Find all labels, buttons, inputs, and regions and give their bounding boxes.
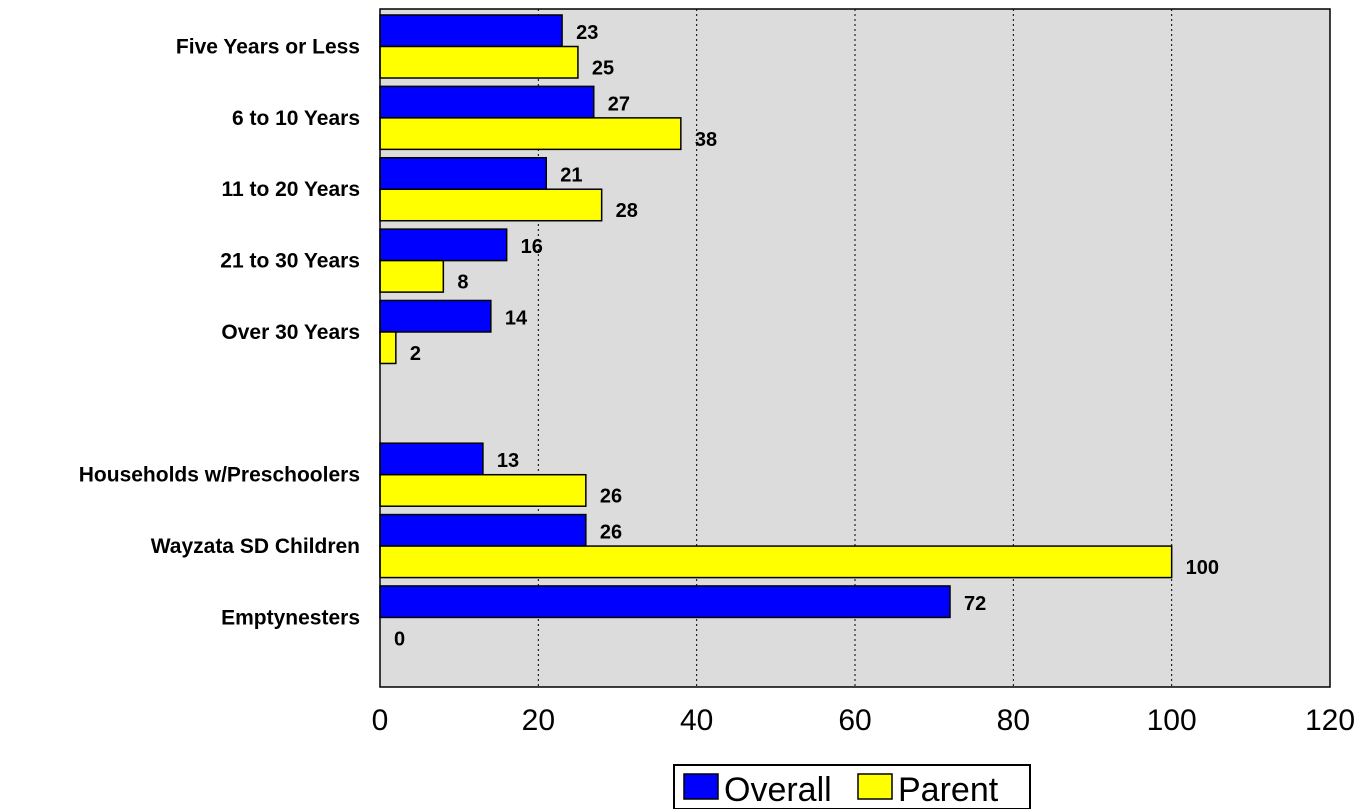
bar-overall bbox=[379, 513, 587, 547]
bar-parent bbox=[379, 188, 603, 222]
value-label-overall: 13 bbox=[497, 450, 519, 472]
plot-area bbox=[379, 8, 1331, 688]
bar-parent bbox=[379, 259, 445, 293]
bar-overall bbox=[379, 228, 508, 262]
value-label-overall: 26 bbox=[600, 522, 622, 544]
legend-swatch-overall bbox=[683, 773, 719, 800]
bar-overall bbox=[379, 299, 492, 333]
value-label-overall: 16 bbox=[521, 236, 543, 258]
category-label: Over 30 Years bbox=[221, 321, 360, 344]
bar-parent bbox=[379, 117, 682, 151]
legend-label-overall: Overall bbox=[724, 771, 832, 809]
legend-box bbox=[673, 764, 1031, 809]
value-label-overall: 14 bbox=[505, 307, 528, 329]
value-label-overall: 21 bbox=[560, 165, 582, 187]
bar-overall bbox=[379, 585, 951, 619]
value-label-parent: 100 bbox=[1186, 557, 1219, 579]
bar-parent bbox=[379, 45, 579, 79]
legend-label-parent: Parent bbox=[898, 771, 999, 809]
value-label-overall: 23 bbox=[576, 22, 598, 44]
category-label: Five Years or Less bbox=[176, 36, 360, 59]
value-label-parent: 2 bbox=[410, 343, 421, 365]
x-tick-label: 120 bbox=[1305, 704, 1355, 737]
category-label: Emptynesters bbox=[221, 606, 360, 629]
plot-border bbox=[379, 8, 1331, 688]
value-label-parent: 38 bbox=[695, 129, 717, 151]
category-label: 11 to 20 Years bbox=[221, 178, 360, 201]
value-label-parent: 25 bbox=[592, 58, 614, 80]
x-tick-label: 100 bbox=[1147, 704, 1197, 737]
legend: Overall Parent bbox=[673, 764, 1031, 809]
bars bbox=[379, 14, 1173, 619]
bar-overall bbox=[379, 85, 595, 119]
value-label-parent: 0 bbox=[394, 628, 405, 650]
x-tick-label: 40 bbox=[680, 704, 713, 737]
bar-parent bbox=[379, 331, 397, 365]
value-label-overall: 27 bbox=[608, 93, 630, 115]
bar-overall bbox=[379, 442, 484, 476]
x-tick-label: 60 bbox=[838, 704, 871, 737]
category-labels: Five Years or Less 6 to 10 Years 11 to 20 … bbox=[79, 36, 360, 630]
value-label-parent: 8 bbox=[457, 272, 468, 294]
bar-overall bbox=[379, 14, 563, 48]
value-label-overall: 72 bbox=[964, 593, 986, 615]
x-tick-label: 80 bbox=[997, 704, 1030, 737]
x-axis-tick-labels: 0 20 40 60 80 100 120 bbox=[372, 704, 1355, 737]
x-tick-label: 0 bbox=[372, 704, 389, 737]
category-label: Wayzata SD Children bbox=[151, 535, 360, 558]
value-label-parent: 26 bbox=[600, 486, 622, 508]
bar-overall bbox=[379, 156, 547, 190]
value-labels: 23 25 27 38 21 28 16 8 14 2 13 26 26 100 72 0 bbox=[394, 22, 1219, 650]
bar-parent bbox=[379, 545, 1173, 579]
category-label: 6 to 10 Years bbox=[232, 107, 360, 130]
bar-parent bbox=[379, 473, 587, 507]
value-label-parent: 28 bbox=[616, 200, 638, 222]
category-label: Households w/Preschoolers bbox=[79, 464, 360, 487]
x-tick-label: 20 bbox=[522, 704, 555, 737]
category-label: 21 to 30 Years bbox=[220, 250, 360, 273]
legend-swatch-parent bbox=[857, 773, 893, 800]
